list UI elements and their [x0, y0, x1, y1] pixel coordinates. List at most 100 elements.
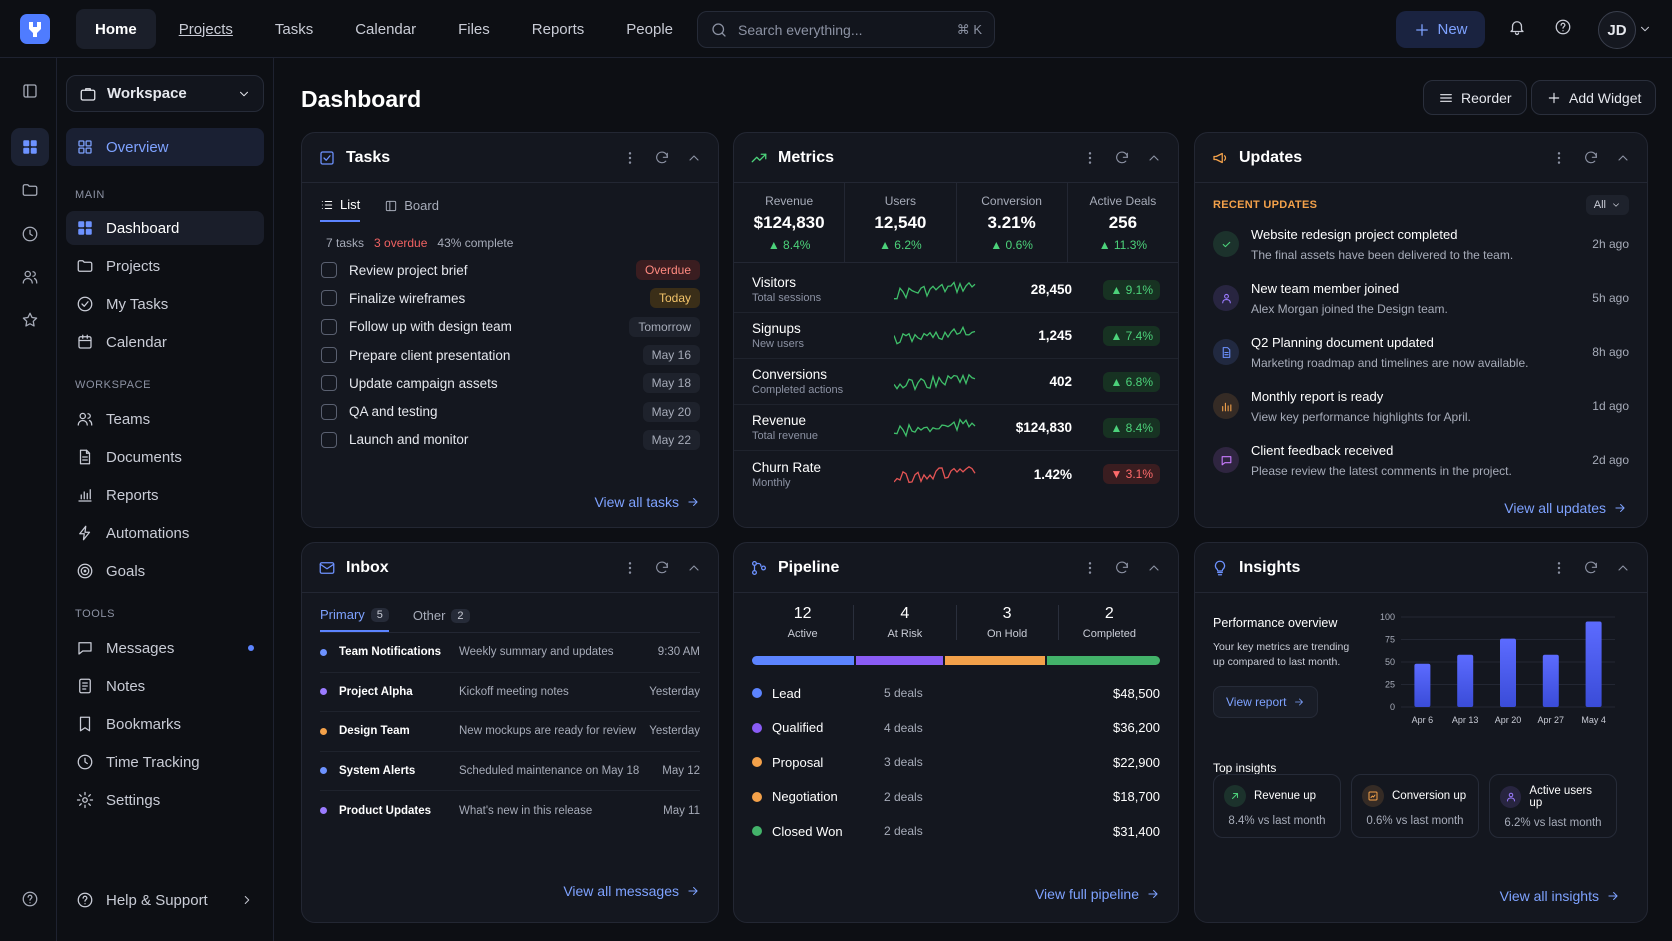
tab-primary[interactable]: Primary 5	[320, 607, 389, 632]
chevron-up-icon[interactable]	[1615, 150, 1631, 166]
insight-card[interactable]: Conversion up 0.6% vs last month	[1351, 774, 1479, 838]
task-row[interactable]: Prepare client presentation May 16	[302, 341, 718, 369]
updates-filter-dropdown[interactable]: All	[1585, 195, 1629, 215]
task-row[interactable]: Review project brief Overdue	[302, 256, 718, 284]
task-row[interactable]: QA and testing May 20	[302, 397, 718, 425]
chevron-up-icon[interactable]	[686, 560, 702, 576]
sidebar-item-overview[interactable]: Overview	[66, 128, 264, 166]
chevron-down-icon[interactable]	[1638, 22, 1652, 36]
task-row[interactable]: Update campaign assets May 18	[302, 369, 718, 397]
view-all-insights-link[interactable]: View all insights	[1500, 888, 1620, 904]
view-all-messages-link[interactable]: View all messages	[563, 883, 700, 899]
sidebar-item-notes[interactable]: Notes	[66, 669, 264, 703]
nav-people[interactable]: People	[626, 20, 674, 38]
update-item[interactable]: Website redesign project completed The fi…	[1195, 227, 1647, 281]
task-checkbox[interactable]	[321, 375, 337, 392]
nav-home[interactable]: Home	[76, 9, 156, 49]
nav-reports[interactable]: Reports	[531, 20, 585, 38]
update-item[interactable]: Q2 Planning document updated Marketing ro…	[1195, 335, 1647, 389]
more-vertical-icon[interactable]	[1551, 560, 1567, 576]
sidebar-item-time-tracking[interactable]: Time Tracking	[66, 745, 264, 779]
message-row[interactable]: Design Team New mockups are ready for rev…	[320, 712, 700, 752]
update-item[interactable]: Client feedback received Please review th…	[1195, 443, 1647, 497]
view-all-updates-link[interactable]: View all updates	[1504, 500, 1627, 516]
sidebar-item-teams[interactable]: Teams	[66, 402, 264, 436]
sidebar-item-calendar[interactable]: Calendar	[66, 325, 264, 359]
sidebar-item-documents[interactable]: Documents	[66, 440, 264, 474]
sidebar-item-bookmarks[interactable]: Bookmarks	[66, 707, 264, 741]
workspace-switcher[interactable]: Workspace	[66, 75, 264, 112]
refresh-icon[interactable]	[654, 560, 670, 576]
rail-time[interactable]	[11, 215, 49, 253]
sidebar-item-projects[interactable]: Projects	[66, 249, 264, 283]
rail-people[interactable]	[11, 258, 49, 296]
refresh-icon[interactable]	[1583, 150, 1599, 166]
help-support-link[interactable]: Help & Support	[66, 891, 264, 909]
pipeline-stage-row[interactable]: Qualified 4 deals $36,200	[734, 711, 1178, 746]
avatar[interactable]: JD	[1598, 11, 1636, 49]
help-button[interactable]	[1554, 18, 1572, 36]
task-row[interactable]: Launch and monitor May 22	[302, 426, 718, 454]
task-checkbox[interactable]	[321, 431, 337, 448]
notifications-button[interactable]	[1508, 18, 1526, 36]
refresh-icon[interactable]	[1114, 560, 1130, 576]
chevron-up-icon[interactable]	[1146, 150, 1162, 166]
message-row[interactable]: Team Notifications Weekly summary and upd…	[320, 633, 700, 673]
toggle-sidebar-button[interactable]	[11, 72, 49, 110]
chevron-up-icon[interactable]	[686, 150, 702, 166]
task-row[interactable]: Finalize wireframes Today	[302, 284, 718, 312]
update-item[interactable]: New team member joined Alex Morgan joined…	[1195, 281, 1647, 335]
app-logo[interactable]	[20, 14, 50, 44]
pipeline-stage-row[interactable]: Closed Won 2 deals $31,400	[734, 814, 1178, 849]
pipeline-stage-row[interactable]: Lead 5 deals $48,500	[734, 676, 1178, 711]
rail-projects[interactable]	[11, 171, 49, 209]
refresh-icon[interactable]	[1583, 560, 1599, 576]
tab-list[interactable]: List	[320, 197, 361, 222]
message-row[interactable]: System Alerts Scheduled maintenance on Ma…	[320, 752, 700, 791]
nav-tasks[interactable]: Tasks	[274, 20, 314, 38]
task-checkbox[interactable]	[321, 290, 337, 307]
nav-projects[interactable]: Projects	[160, 9, 252, 49]
sidebar-item-settings[interactable]: Settings	[66, 783, 264, 817]
view-report-button[interactable]: View report	[1213, 686, 1319, 719]
rail-help[interactable]	[11, 880, 49, 918]
refresh-icon[interactable]	[1114, 150, 1130, 166]
add-widget-button[interactable]: Add Widget	[1531, 80, 1657, 115]
update-item[interactable]: Monthly report is ready View key performa…	[1195, 389, 1647, 443]
new-button[interactable]: New	[1396, 11, 1485, 48]
task-checkbox[interactable]	[321, 318, 337, 335]
task-checkbox[interactable]	[321, 347, 337, 364]
message-row[interactable]: Project Alpha Kickoff meeting notes Yester…	[320, 673, 700, 712]
more-vertical-icon[interactable]	[1551, 150, 1567, 166]
more-vertical-icon[interactable]	[622, 560, 638, 576]
nav-calendar[interactable]: Calendar	[355, 20, 417, 38]
view-full-pipeline-link[interactable]: View full pipeline	[1035, 886, 1160, 902]
refresh-icon[interactable]	[654, 150, 670, 166]
sidebar-item-automations[interactable]: Automations	[66, 516, 264, 550]
sidebar-item-goals[interactable]: Goals	[66, 554, 264, 588]
task-checkbox[interactable]	[321, 262, 337, 279]
chevron-up-icon[interactable]	[1615, 560, 1631, 576]
insight-card[interactable]: Revenue up 8.4% vs last month	[1213, 774, 1341, 838]
view-all-tasks-link[interactable]: View all tasks	[594, 494, 700, 510]
pipeline-stage-row[interactable]: Proposal 3 deals $22,900	[734, 745, 1178, 780]
pipeline-stage-row[interactable]: Negotiation 2 deals $18,700	[734, 780, 1178, 815]
chevron-up-icon[interactable]	[1146, 560, 1162, 576]
rail-dashboard[interactable]	[11, 128, 49, 166]
more-vertical-icon[interactable]	[1082, 560, 1098, 576]
reorder-button[interactable]: Reorder	[1423, 80, 1527, 115]
sidebar-item-messages[interactable]: Messages	[66, 631, 264, 665]
more-vertical-icon[interactable]	[622, 150, 638, 166]
more-vertical-icon[interactable]	[1082, 150, 1098, 166]
insight-card[interactable]: Active users up 6.2% vs last month	[1489, 774, 1617, 838]
search-input[interactable]	[738, 21, 947, 38]
task-checkbox[interactable]	[321, 403, 337, 420]
rail-favorites[interactable]	[11, 301, 49, 339]
task-row[interactable]: Follow up with design team Tomorrow	[302, 313, 718, 341]
sidebar-item-reports[interactable]: Reports	[66, 478, 264, 512]
tab-board[interactable]: Board	[384, 197, 439, 222]
sidebar-item-my-tasks[interactable]: My Tasks	[66, 287, 264, 321]
nav-files[interactable]: Files	[458, 20, 490, 38]
tab-other[interactable]: Other 2	[413, 607, 470, 632]
sidebar-item-dashboard[interactable]: Dashboard	[66, 211, 264, 245]
